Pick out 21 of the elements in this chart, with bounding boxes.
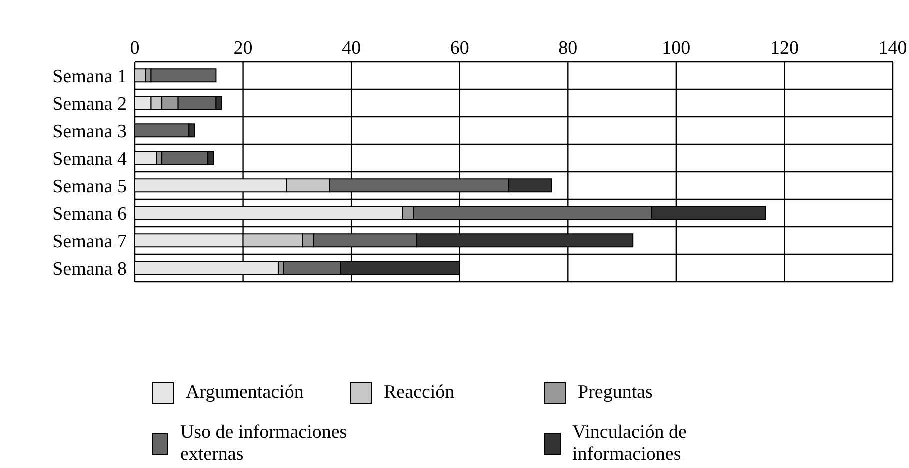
legend-label: Reacción [384, 382, 455, 404]
y-tick-label: Semana 2 [52, 94, 127, 115]
x-tick-label: 140 [878, 38, 908, 59]
legend-label: Argumentación [186, 382, 304, 404]
x-tick-label: 20 [234, 38, 253, 59]
y-tick-label: Semana 5 [52, 176, 127, 198]
y-tick-label: Semana 7 [52, 231, 127, 252]
y-tick-label: Semana 1 [52, 66, 127, 88]
legend-label: Uso de informaciones externas [180, 422, 348, 466]
y-tick-label: Semana 8 [52, 258, 127, 280]
y-tick-label: Semana 4 [52, 148, 128, 170]
x-tick-label: 0 [130, 38, 140, 59]
x-tick-label: 100 [662, 38, 691, 59]
legend-label: Preguntas [578, 382, 653, 404]
y-tick-label: Semana 3 [52, 121, 127, 142]
y-tick-label: Semana 6 [52, 204, 127, 225]
legend-label: Vinculación de informaciones [572, 422, 688, 466]
x-tick-label: 80 [558, 38, 578, 59]
x-tick-label: 120 [770, 38, 799, 59]
x-tick-label: 40 [342, 38, 362, 59]
x-tick-label: 60 [450, 38, 470, 59]
